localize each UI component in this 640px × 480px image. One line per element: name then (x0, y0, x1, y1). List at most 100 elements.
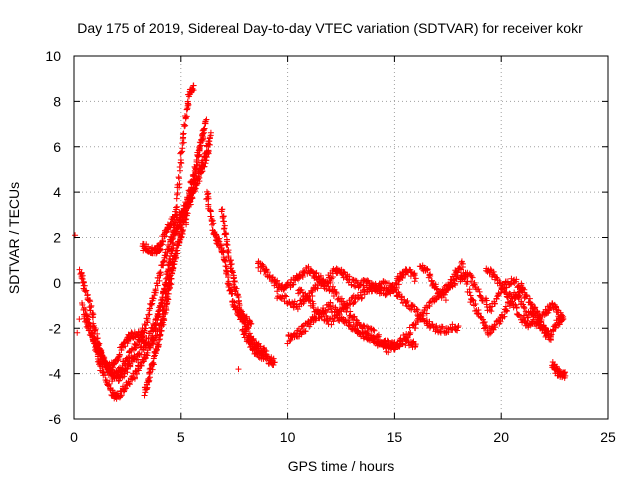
data-point (562, 372, 569, 379)
data-point (281, 292, 288, 299)
data-point (335, 308, 342, 315)
data-point (550, 328, 557, 335)
data-point (134, 370, 141, 377)
data-point (87, 298, 94, 305)
data-point (206, 141, 213, 148)
data-point (226, 282, 233, 289)
data-point (525, 324, 532, 331)
y-tick-label: 2 (53, 230, 61, 246)
data-point (180, 130, 187, 137)
data-point (310, 304, 317, 311)
data-point (324, 279, 331, 286)
data-point (530, 316, 537, 323)
data-point (411, 278, 418, 285)
data-point (220, 213, 227, 220)
data-point (90, 311, 97, 318)
data-point (166, 243, 173, 250)
data-point (428, 277, 435, 284)
data-point (139, 333, 146, 340)
data-point (309, 293, 316, 300)
data-point (359, 294, 366, 301)
x-axis-label: GPS time / hours (288, 458, 395, 474)
data-point (176, 163, 183, 170)
data-point (455, 322, 462, 329)
data-point (95, 342, 102, 349)
data-point (163, 252, 170, 259)
data-point (501, 313, 508, 320)
data-point (364, 323, 371, 330)
data-point (235, 366, 242, 373)
data-point (375, 333, 382, 340)
data-point (370, 326, 377, 333)
data-point (513, 304, 520, 311)
data-point (364, 329, 371, 336)
data-point (121, 388, 128, 395)
data-point (205, 148, 212, 155)
data-point (407, 329, 414, 336)
data-point (116, 351, 123, 358)
data-point (482, 322, 489, 329)
data-point (125, 331, 132, 338)
data-point (174, 191, 181, 198)
data-point (374, 285, 381, 292)
data-point (152, 350, 159, 357)
data-point (156, 277, 163, 284)
data-point (181, 123, 188, 130)
data-point (429, 321, 436, 328)
data-point (499, 280, 506, 287)
data-points-layer (72, 82, 569, 402)
data-point (142, 325, 149, 332)
data-point (164, 299, 171, 306)
data-point (553, 365, 560, 372)
data-point (186, 93, 193, 100)
data-point (492, 324, 499, 331)
y-tick-label: -2 (49, 320, 62, 336)
data-point (149, 366, 156, 373)
data-point (532, 304, 539, 311)
data-point (454, 324, 461, 331)
data-point (173, 206, 180, 213)
data-point (363, 330, 370, 337)
data-point (83, 323, 90, 330)
data-point (121, 373, 128, 380)
data-point (86, 297, 93, 304)
data-point (318, 276, 325, 283)
data-point (137, 337, 144, 344)
data-point (200, 126, 207, 133)
data-point (105, 382, 112, 389)
data-point (537, 314, 544, 321)
x-tick-label: 15 (387, 429, 403, 445)
data-point (531, 305, 538, 312)
data-point (173, 254, 180, 261)
data-point (199, 130, 206, 137)
data-point (225, 253, 232, 260)
y-tick-label: 6 (53, 139, 61, 155)
y-tick-label: -6 (49, 411, 62, 427)
data-point (404, 298, 411, 305)
data-point (220, 218, 227, 225)
data-point (223, 231, 230, 238)
x-tick-label: 20 (493, 429, 509, 445)
data-point (134, 341, 141, 348)
data-point (210, 220, 217, 227)
data-point (302, 328, 309, 335)
data-point (399, 341, 406, 348)
data-point (208, 221, 215, 228)
data-point (205, 195, 212, 202)
data-point (145, 375, 152, 382)
data-point (133, 357, 140, 364)
data-point (454, 269, 461, 276)
tick-labels-layer: 0 5 10 15 20 25 -6 -4 -2 0 2 4 6 8 10 (45, 48, 616, 445)
data-point (114, 368, 121, 375)
data-point (74, 329, 81, 336)
data-point (483, 301, 490, 308)
data-point (222, 263, 229, 270)
data-point (403, 302, 410, 309)
data-point (357, 281, 364, 288)
data-point (316, 309, 323, 316)
data-point (329, 303, 336, 310)
x-tick-label: 25 (600, 429, 616, 445)
data-point (161, 233, 168, 240)
data-point (182, 122, 189, 129)
data-point (89, 314, 96, 321)
